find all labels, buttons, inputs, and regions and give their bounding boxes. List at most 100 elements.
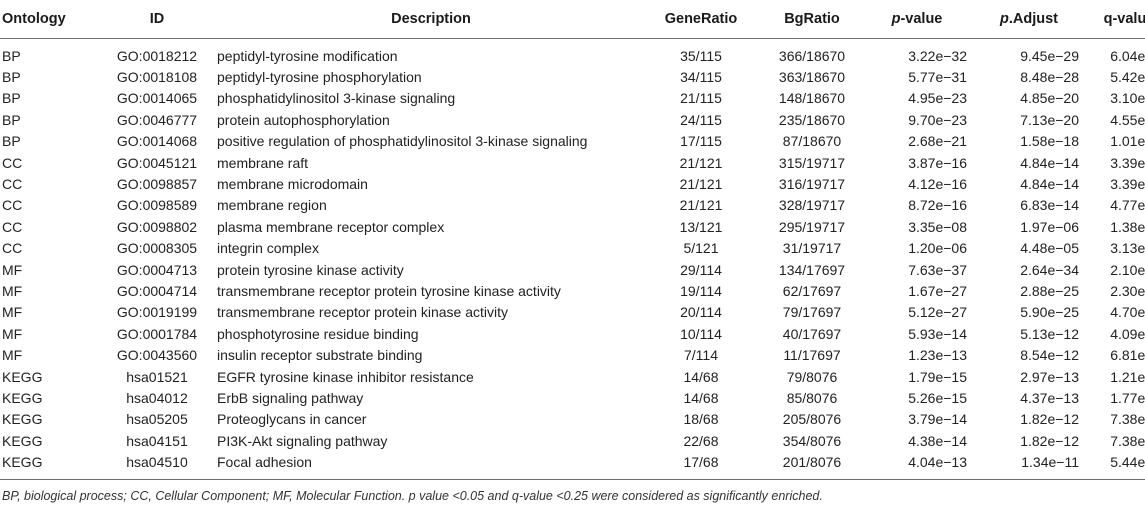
cell-description: peptidyl-tyrosine modification — [217, 47, 398, 64]
table-row: MF GO:0043560 insulin receptor substrate b… — [0, 345, 1145, 366]
cell-gene-ratio: 19/114 — [680, 282, 722, 299]
cell-p-value: 3.79e−14 — [908, 411, 967, 428]
cell-bg-ratio: 87/18670 — [782, 133, 842, 150]
cell-p-adjust: 9.45e−29 — [1020, 47, 1079, 64]
cell-id: hsa04510 — [97, 452, 217, 480]
cell-id: GO:0014068 — [116, 133, 198, 150]
table-row: KEGG hsa04012 ErbB signaling pathway 14/68 8… — [0, 388, 1145, 409]
cell-id: GO:0098589 — [116, 197, 198, 214]
cell-gene-ratio: 10/114 — [680, 325, 722, 342]
cell-id: GO:0004714 — [116, 282, 198, 299]
cell-gene-ratio: 7/114 — [684, 347, 718, 364]
cell-p-value: 3.35e−08 — [908, 218, 967, 235]
cell-p-value: 5.12e−27 — [908, 304, 967, 321]
cell-id: GO:0014065 — [116, 90, 198, 107]
cell-description: Focal adhesion — [217, 452, 645, 480]
cell-description: EGFR tyrosine kinase inhibitor resistanc… — [217, 368, 474, 385]
cell-q-value: 3.39e−14 — [1110, 154, 1145, 171]
cell-p-adjust: 1.58e−18 — [1020, 133, 1079, 150]
cell-id: hsa01521 — [126, 368, 188, 385]
cell-ontology: BP — [2, 47, 21, 64]
cell-p-adjust: 1.34e−11 — [979, 452, 1089, 480]
cell-gene-ratio: 5/121 — [683, 240, 719, 257]
cell-description: phosphatidylinositol 3-kinase signaling — [217, 90, 456, 107]
cell-q-value: 4.77e−14 — [1110, 197, 1145, 214]
cell-ontology: CC — [2, 175, 23, 192]
cell-description: protein tyrosine kinase activity — [217, 261, 404, 278]
cell-q-value: 1.21e−13 — [1110, 368, 1145, 385]
cell-ontology: CC — [2, 240, 23, 257]
cell-gene-ratio: 21/115 — [680, 90, 722, 107]
cell-bg-ratio: 134/17697 — [778, 261, 846, 278]
cell-p-value: 4.04e−13 — [867, 452, 979, 480]
cell-ontology: BP — [2, 90, 21, 107]
cell-q-value: 3.10e−20 — [1110, 90, 1145, 107]
cell-bg-ratio: 31/19717 — [782, 240, 842, 257]
table-row: MF GO:0019199 transmembrane receptor prote… — [0, 302, 1145, 323]
table-row: KEGG hsa01521 EGFR tyrosine kinase inhibit… — [0, 367, 1145, 388]
cell-p-value: 3.87e−16 — [908, 154, 967, 171]
cell-id: GO:0046777 — [116, 111, 198, 128]
cell-description: ErbB signaling pathway — [217, 390, 364, 406]
cell-q-value: 6.81e−12 — [1110, 347, 1145, 364]
p-value-italic-p: p — [891, 10, 901, 27]
cell-p-value: 2.68e−21 — [908, 133, 967, 150]
cell-p-adjust: 1.97e−06 — [1020, 218, 1079, 235]
p-value-suffix: -value — [900, 10, 943, 27]
cell-p-value: 1.20e−06 — [908, 240, 967, 257]
col-header-ontology: Ontology — [0, 0, 97, 39]
cell-p-adjust: 4.84e−14 — [1020, 154, 1079, 171]
cell-description: integrin complex — [217, 240, 319, 257]
cell-p-adjust: 2.88e−25 — [1020, 282, 1079, 299]
cell-p-value: 3.22e−32 — [908, 47, 967, 64]
cell-p-adjust: 5.13e−12 — [1020, 325, 1079, 342]
cell-q-value: 3.13e−05 — [1110, 240, 1145, 257]
col-header-q-value: q-value — [1089, 0, 1145, 39]
cell-p-adjust: 4.48e−05 — [1020, 240, 1079, 257]
cell-q-value: 4.55e−20 — [1110, 111, 1145, 128]
table-row: KEGG hsa04510 Focal adhesion 17/68 201/8076 4… — [0, 452, 1145, 480]
table-row: CC GO:0045121 membrane raft 21/121 315/19717… — [0, 153, 1145, 174]
cell-p-value: 9.70e−23 — [908, 111, 967, 128]
cell-id: GO:0045121 — [116, 154, 198, 171]
cell-p-value: 4.95e−23 — [908, 90, 967, 107]
col-header-bg-ratio: BgRatio — [757, 0, 867, 39]
cell-gene-ratio: 14/68 — [683, 390, 719, 406]
table-row: MF GO:0004714 transmembrane receptor prote… — [0, 281, 1145, 302]
table-row: BP GO:0014068 positive regulation of phosp… — [0, 131, 1145, 152]
cell-id: hsa05205 — [126, 411, 188, 428]
table-row: CC GO:0008305 integrin complex 5/121 31/1971… — [0, 238, 1145, 259]
cell-p-value: 7.63e−37 — [908, 261, 967, 278]
cell-bg-ratio: 316/19717 — [778, 175, 846, 192]
cell-description: PI3K-Akt signaling pathway — [217, 432, 388, 449]
cell-id: GO:0018108 — [116, 68, 198, 85]
cell-q-value: 7.38e−13 — [1110, 411, 1145, 428]
cell-bg-ratio: 201/8076 — [757, 452, 867, 480]
cell-id: GO:0098802 — [116, 218, 198, 235]
table-body: BP GO:0018212 peptidyl-tyrosine modificati… — [0, 38, 1145, 480]
cell-p-adjust: 4.85e−20 — [1020, 90, 1079, 107]
cell-bg-ratio: 315/19717 — [778, 154, 846, 171]
cell-q-value: 1.38e−06 — [1110, 218, 1145, 235]
cell-id: GO:0018212 — [116, 47, 198, 64]
cell-p-value: 5.26e−15 — [908, 390, 967, 406]
enrichment-table: Ontology ID Description GeneRatio BgRati… — [0, 0, 1145, 480]
cell-p-value: 1.67e−27 — [908, 282, 967, 299]
cell-p-value: 1.23e−13 — [908, 347, 967, 364]
cell-q-value: 2.30e−25 — [1110, 282, 1145, 299]
cell-gene-ratio: 21/121 — [679, 154, 723, 171]
cell-id: hsa04151 — [126, 432, 188, 449]
cell-ontology: KEGG — [2, 432, 43, 449]
cell-description: plasma membrane receptor complex — [217, 218, 445, 235]
table-row: MF GO:0001784 phosphotyrosine residue bind… — [0, 324, 1145, 345]
cell-gene-ratio: 14/68 — [683, 368, 719, 385]
cell-bg-ratio: 40/17697 — [782, 325, 842, 342]
cell-bg-ratio: 205/8076 — [782, 411, 842, 428]
cell-gene-ratio: 21/121 — [679, 175, 723, 192]
cell-description: Proteoglycans in cancer — [217, 411, 367, 428]
cell-ontology: BP — [2, 111, 21, 128]
cell-gene-ratio: 21/121 — [679, 197, 723, 214]
cell-bg-ratio: 328/19717 — [778, 197, 846, 214]
cell-p-value: 4.12e−16 — [908, 175, 967, 192]
